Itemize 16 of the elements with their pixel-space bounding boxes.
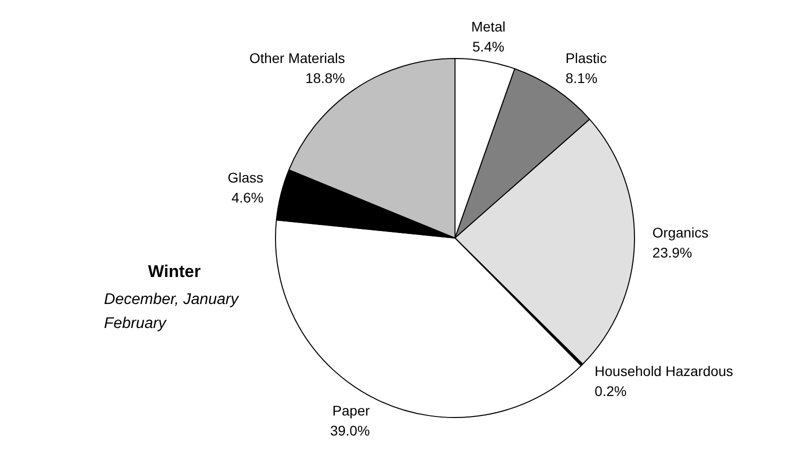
slice-label: Glass — [228, 169, 264, 186]
slice-label: Organics — [652, 224, 708, 241]
data-label: 4.6% — [231, 189, 264, 206]
text: Winter — [148, 262, 201, 282]
data-label: 5.4% — [472, 38, 504, 54]
data-label: 39.0% — [330, 422, 370, 438]
slice-label: Household Hazardous — [594, 362, 734, 379]
text: December, January February — [104, 290, 238, 334]
slice-label: Plastic — [566, 50, 607, 66]
data-label: 23.9% — [652, 244, 692, 261]
data-label: 8.1% — [566, 70, 598, 86]
slice-label: Paper — [332, 402, 370, 418]
slice-label: Other Materials — [249, 50, 346, 66]
data-label: 0.2% — [594, 382, 627, 399]
data-label: 18.8% — [305, 70, 346, 86]
slice-label: Metal — [471, 18, 506, 34]
